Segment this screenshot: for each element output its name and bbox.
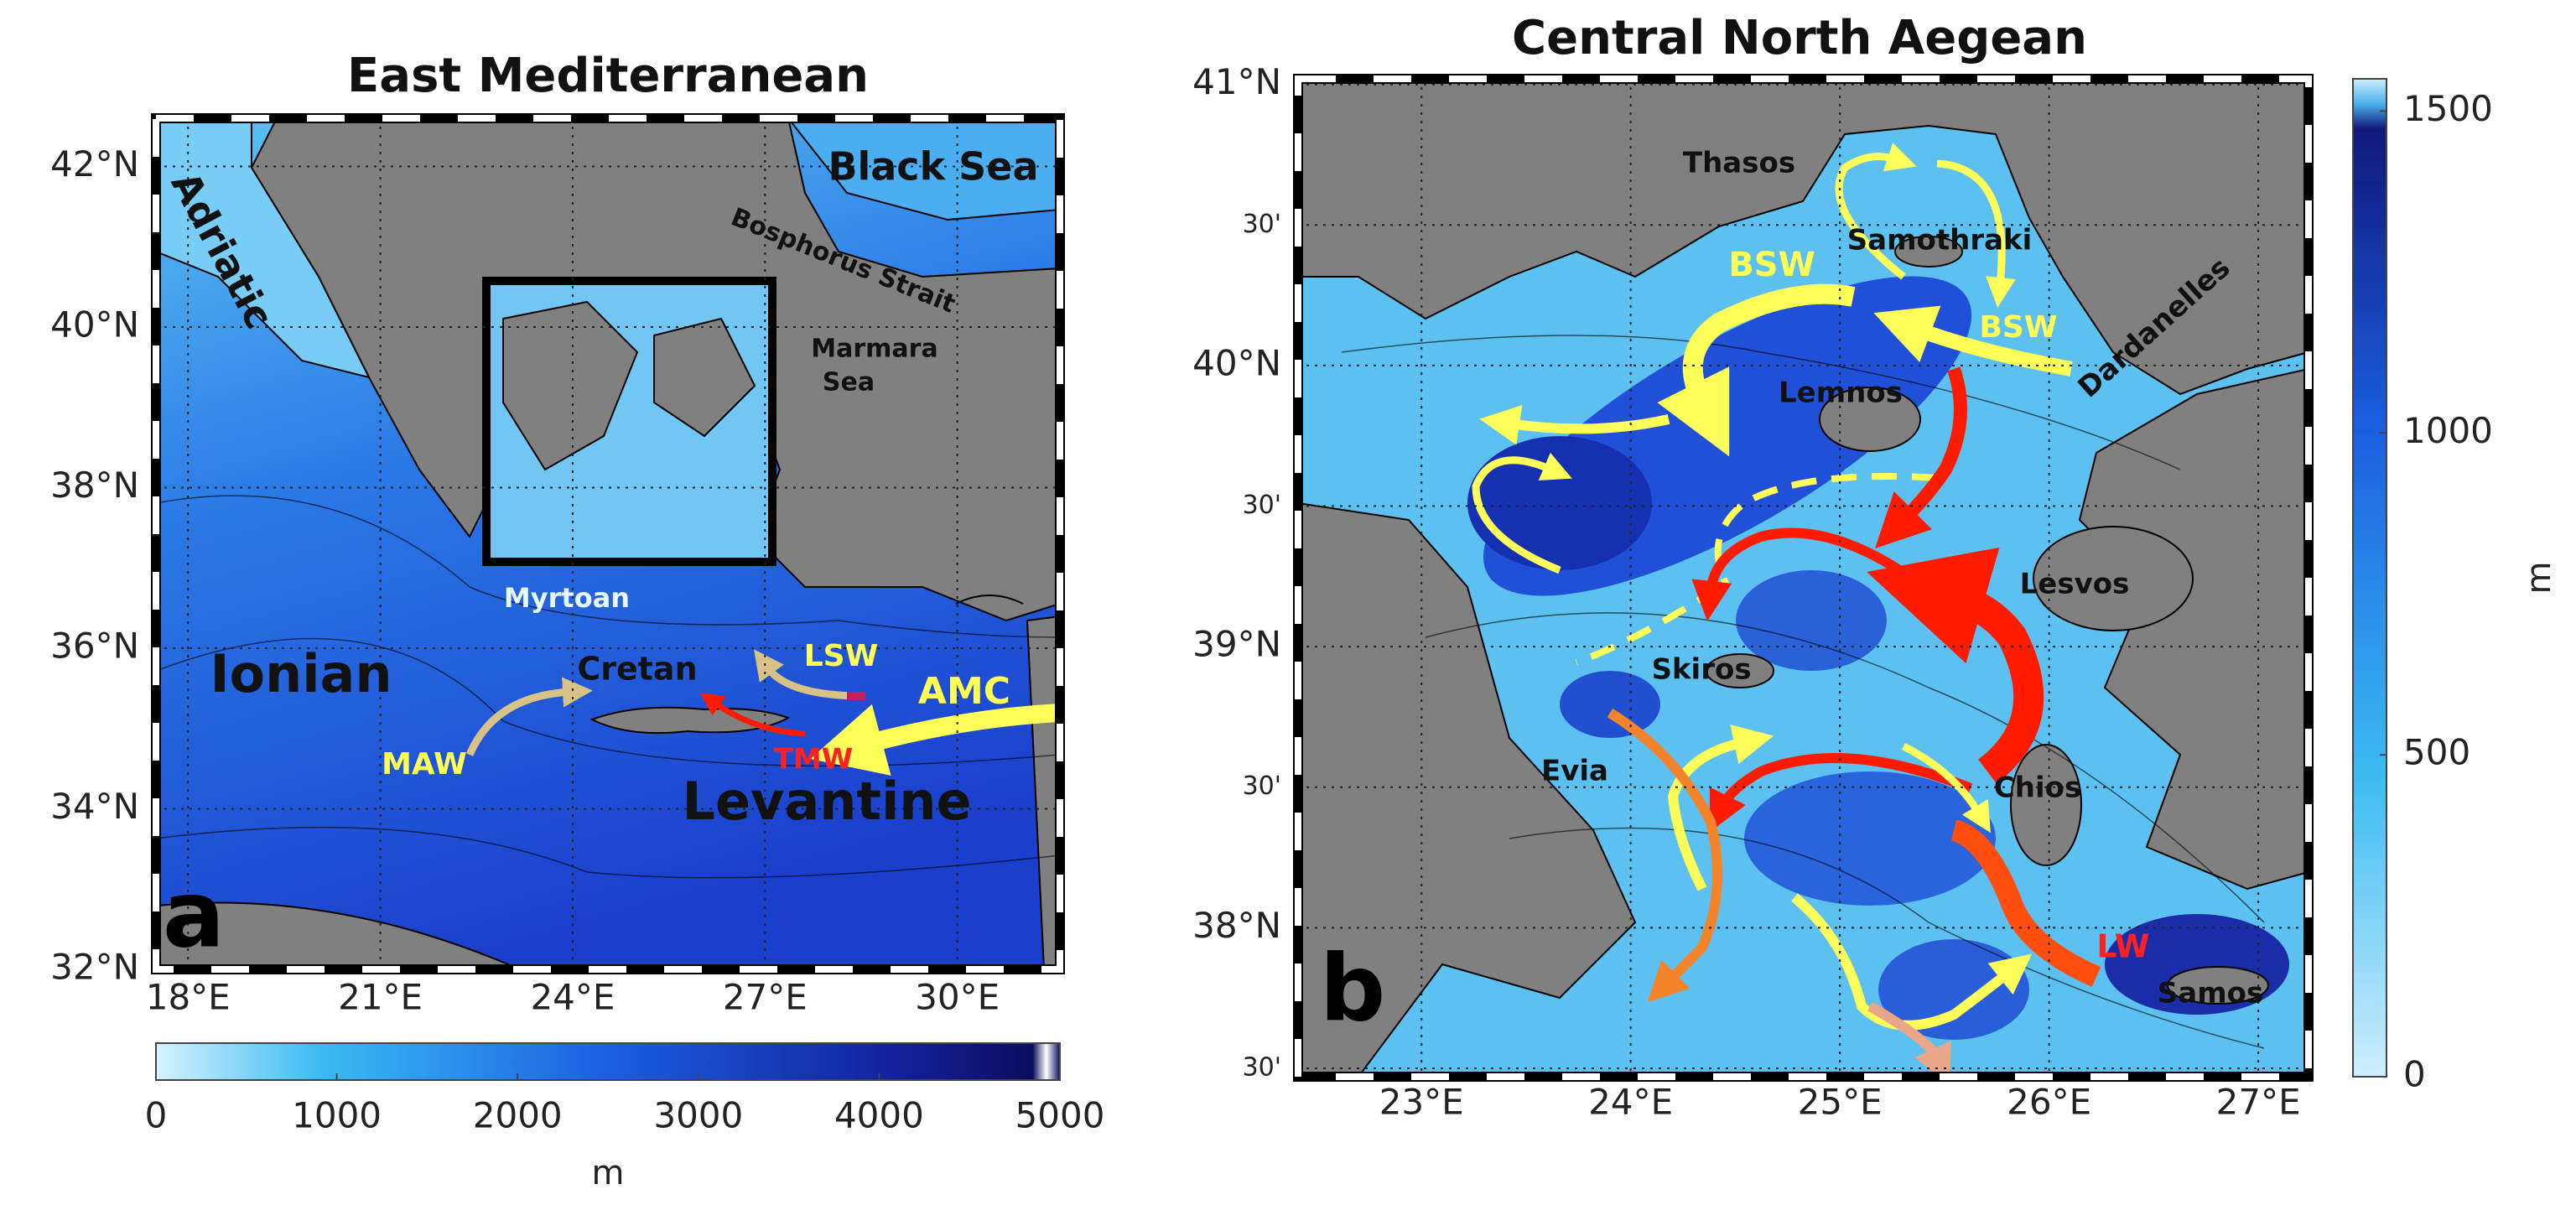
map-label: Myrtoan [504, 582, 630, 614]
map-frame-dashes [153, 115, 1063, 973]
y-tick-label: 30' [1243, 771, 1281, 801]
map-label: Lemnos [1779, 377, 1903, 410]
map-label: Skiros [1651, 653, 1751, 687]
x-tick-label: 24°E [530, 977, 615, 1018]
colorbar-tick-label: 1500 [2403, 88, 2493, 129]
map-label: Lesvos [2020, 568, 2130, 601]
colorbar-tick-label: 2000 [473, 1095, 563, 1136]
y-tick-label: 30' [1243, 491, 1281, 520]
x-tick-label: 27°E [2216, 1082, 2301, 1123]
map-label: Thasos [1683, 147, 1795, 180]
panel-letter: b [1320, 934, 1386, 1041]
x-tick-label: 27°E [723, 977, 808, 1018]
panel-title: Central North Aegean [1512, 11, 2087, 65]
colorbar-unit: m [592, 1154, 625, 1192]
colorbar [2352, 78, 2387, 1078]
y-tick-label: 39°N [1192, 624, 1281, 665]
x-tick-label: 30°E [915, 977, 1000, 1018]
map-label: Marmara [811, 335, 937, 364]
colorbar-tick-label: 5000 [1015, 1095, 1105, 1136]
map-label: TMW [774, 743, 854, 776]
y-tick-label: 42°N [50, 143, 139, 184]
map-label: BSW [1979, 310, 2057, 345]
x-tick-label: 25°E [1798, 1082, 1883, 1123]
map-label: Samos [2158, 977, 2263, 1010]
map-label: LW [2096, 928, 2149, 965]
y-tick-label: 36°N [50, 625, 139, 666]
map-a [156, 118, 1060, 969]
map-label: LSW [804, 639, 879, 673]
x-tick-label: 23°E [1379, 1082, 1464, 1123]
map-label: Levantine [682, 771, 971, 832]
map-label: BSW [1728, 246, 1815, 284]
y-tick-label: 32°N [50, 947, 139, 988]
x-tick-label: 26°E [2007, 1082, 2091, 1123]
y-tick-label: 40°N [50, 304, 139, 345]
colorbar-tick-label: 1000 [292, 1095, 382, 1136]
y-tick-label: 38°N [1192, 905, 1281, 946]
colorbar-tick-label: 3000 [653, 1095, 743, 1136]
y-tick-label: 30' [1243, 1052, 1281, 1082]
colorbar-tick-label: 4000 [834, 1095, 924, 1136]
map-label: Evia [1541, 755, 1608, 788]
x-tick-label: 21°E [338, 977, 423, 1018]
y-tick-label: 34°N [50, 786, 139, 827]
y-tick-label: 30' [1243, 210, 1281, 239]
colorbar-tick-label: 1000 [2403, 410, 2493, 451]
colorbar-tick-label: 500 [2403, 732, 2470, 773]
map-label: Samothraki [1847, 224, 2033, 257]
map-label: AMC [918, 670, 1010, 713]
map-label: Chios [1994, 771, 2081, 805]
map-label: Ionian [210, 643, 392, 704]
map-frame-dashes [1295, 75, 2312, 1080]
y-tick-label: 40°N [1192, 342, 1281, 383]
panel-letter: a [163, 860, 225, 968]
x-tick-label: 18°E [146, 977, 231, 1018]
colorbar [155, 1042, 1061, 1081]
y-tick-label: 41°N [1192, 61, 1281, 102]
map-label: MAW [382, 747, 467, 782]
map-label: Sea [823, 368, 875, 397]
y-tick-label: 38°N [50, 465, 139, 506]
map-label: Cretan [577, 651, 697, 688]
x-tick-label: 24°E [1588, 1082, 1673, 1123]
map-label: Black Sea [828, 144, 1038, 190]
colorbar-tick-label: 0 [2403, 1054, 2426, 1095]
panel-title: East Mediterranean [347, 49, 869, 103]
colorbar-tick-label: 0 [145, 1095, 168, 1136]
colorbar-unit: m [2520, 562, 2558, 595]
